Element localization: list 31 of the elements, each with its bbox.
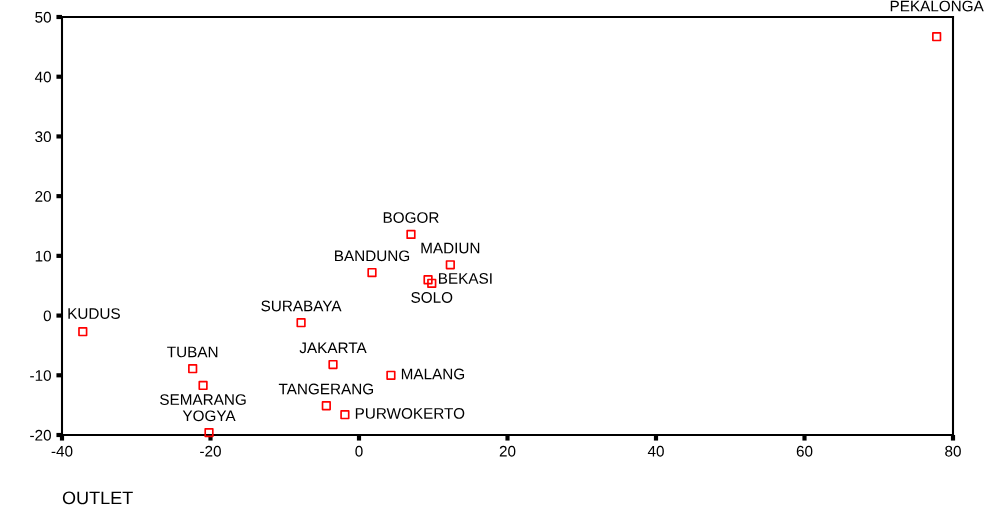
annotation: MALANG: [401, 368, 465, 380]
annotation: SOLO: [411, 292, 453, 303]
annotation: MADIUN: [421, 242, 480, 254]
y-tick-label: -20: [30, 429, 51, 441]
annotation: BEKASI: [439, 273, 492, 284]
annotation: TANGERANG: [278, 383, 374, 395]
annotation: TUBAN: [167, 346, 218, 358]
x-tick-label: 60: [796, 445, 813, 457]
x-tick-label: -20: [200, 445, 221, 457]
y-tick-label: -10: [30, 370, 51, 381]
y-tick-label: 0: [43, 310, 51, 322]
annotation: SURABAYA: [261, 300, 342, 312]
annotation: SEMARANG: [160, 394, 246, 405]
annotation: KUDUS: [68, 308, 120, 319]
annotation: BOGOR: [383, 212, 439, 224]
y-tick-label: 50: [35, 11, 51, 23]
y-tick-label: 20: [35, 191, 51, 202]
annotation: JAKARTA: [299, 342, 367, 354]
x-tick-label: 80: [945, 445, 961, 457]
x-tick-label: 20: [499, 445, 516, 457]
y-tick-label: 10: [35, 250, 51, 262]
annotation: BANDUNG: [335, 250, 410, 262]
y-tick-label: 30: [35, 131, 51, 143]
x-tick-label: 40: [647, 445, 664, 457]
x-tick-label: 0: [355, 445, 363, 457]
annotation: YOGYA: [182, 410, 236, 422]
x-tick-label: -40: [51, 445, 73, 457]
annotation: PURWOKERTO: [355, 407, 465, 419]
annotation: PEKALONGA: [890, 0, 984, 12]
text: OUTLET: [62, 491, 133, 505]
y-tick-label: 40: [34, 71, 51, 83]
